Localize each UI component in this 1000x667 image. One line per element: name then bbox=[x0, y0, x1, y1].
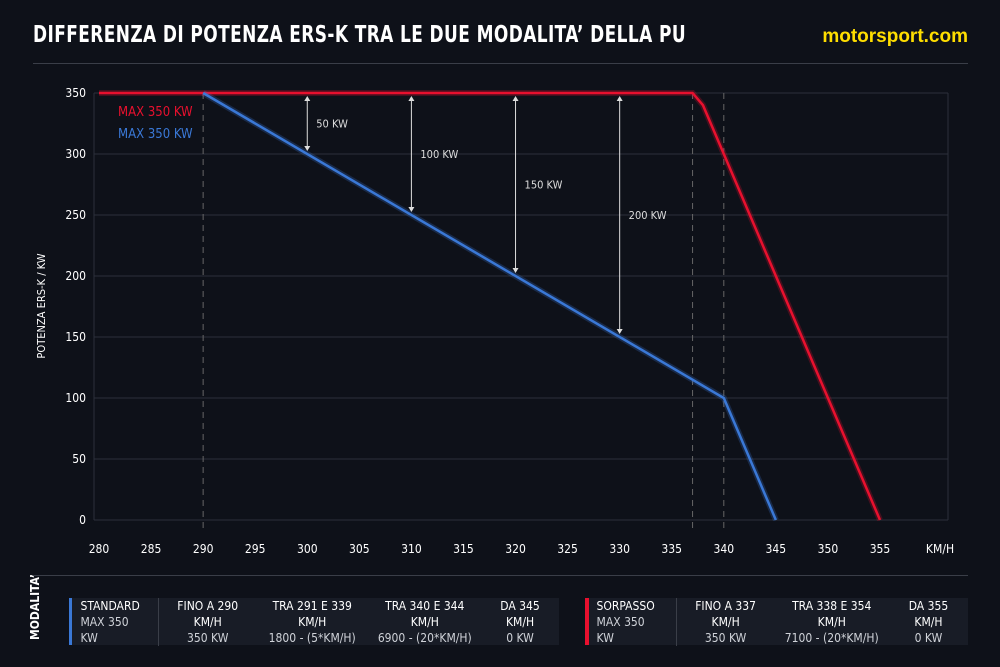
arrow-head-icon bbox=[408, 207, 415, 212]
x-tick-label: 305 bbox=[349, 542, 370, 556]
arrow-head-icon bbox=[512, 96, 519, 101]
sorpasso-col-val: 7100 - (20*KM/H) bbox=[784, 630, 879, 645]
standard-name: STANDARD bbox=[80, 598, 140, 613]
y-tick-label: 200 bbox=[65, 269, 86, 283]
x-tick-label: 350 bbox=[818, 542, 839, 556]
y-tick-label: 0 bbox=[79, 513, 86, 527]
chart: 0 50 100 150 200 250 300 350 280 285 290 295 300 305 3… bbox=[35, 86, 954, 556]
y-axis-label: POTENZA ERS-K / KW bbox=[35, 253, 48, 358]
standard-col-val: 1800 - (5*KM/H) bbox=[268, 630, 356, 645]
standard-col-head: TRA 340 E 344 KM/H bbox=[385, 598, 465, 629]
annotation-label: 100 KW bbox=[420, 148, 458, 161]
x-axis-label: KM/H bbox=[926, 542, 954, 556]
x-tick-label: 330 bbox=[609, 542, 630, 556]
series-glow bbox=[201, 90, 779, 522]
sorpasso-color-bar bbox=[585, 598, 589, 645]
annotation-label: 50 KW bbox=[316, 118, 348, 131]
x-tick-label: 310 bbox=[401, 542, 422, 556]
y-tick-label: 250 bbox=[65, 208, 86, 222]
x-tick-label: 325 bbox=[557, 542, 578, 556]
standard-col-head: DA 345 KM/H bbox=[500, 598, 540, 629]
divider bbox=[33, 63, 968, 64]
x-tick-label: 285 bbox=[141, 542, 162, 556]
standard-col-head: TRA 291 E 339 KM/H bbox=[272, 598, 352, 629]
legend-entry: MAX 350 KW bbox=[118, 127, 193, 142]
arrow-head-icon bbox=[616, 96, 623, 101]
sorpasso-mode-panel: SORPASSO MAX 350 KW FINO A 337 KM/H 350 KW… bbox=[585, 597, 968, 646]
page-title: DIFFERENZA DI POTENZA ERS-K TRA LE DUE M… bbox=[33, 22, 687, 48]
x-tick-label: 315 bbox=[453, 542, 474, 556]
x-tick-label: 340 bbox=[713, 542, 734, 556]
standard-max: MAX 350 KW bbox=[80, 614, 129, 645]
arrow-head-icon bbox=[616, 329, 623, 334]
standard-mode-panel: STANDARD MAX 350 KW FINO A 290 KM/H 350 KW… bbox=[69, 597, 559, 646]
y-tick-label: 300 bbox=[65, 147, 86, 161]
y-tick-label: 100 bbox=[65, 391, 86, 405]
x-tick-label: 300 bbox=[297, 542, 318, 556]
sorpasso-col-val: 0 KW bbox=[914, 630, 943, 645]
x-tick-label: 320 bbox=[505, 542, 526, 556]
arrow-head-icon bbox=[304, 96, 311, 101]
annotation-label: 200 KW bbox=[629, 209, 667, 222]
standard-col-val: 350 KW bbox=[187, 630, 229, 645]
red-series-line bbox=[99, 91, 882, 521]
standard-color-bar bbox=[69, 598, 73, 645]
x-tick-label: 295 bbox=[245, 542, 266, 556]
y-tick-label: 50 bbox=[72, 452, 86, 466]
x-tick-label: 335 bbox=[661, 542, 682, 556]
annotation-label: 150 KW bbox=[525, 179, 563, 192]
modes-label: MODALITA’ bbox=[28, 574, 42, 640]
x-tick-label: 345 bbox=[766, 542, 787, 556]
brand-logo: motorsport.com bbox=[822, 26, 968, 47]
series-glow bbox=[99, 90, 883, 522]
arrow-head-icon bbox=[304, 146, 311, 151]
legend-entry: MAX 350 KW bbox=[118, 105, 193, 120]
standard-col-val: 0 KW bbox=[506, 630, 534, 645]
standard-col-head: FINO A 290 KM/H bbox=[177, 598, 239, 629]
arrow-head-icon bbox=[512, 268, 519, 273]
x-tick-label: 280 bbox=[89, 542, 110, 556]
sorpasso-col-head: FINO A 337 KM/H bbox=[695, 598, 757, 629]
sorpasso-col-head: TRA 338 E 354 KM/H bbox=[792, 598, 872, 629]
blue-series-line bbox=[202, 91, 778, 521]
y-tick-label: 150 bbox=[65, 330, 86, 344]
y-tick-label: 350 bbox=[65, 86, 86, 100]
arrow-head-icon bbox=[408, 96, 415, 101]
divider bbox=[33, 575, 968, 576]
x-tick-label: 290 bbox=[193, 542, 214, 556]
sorpasso-col-val: 350 KW bbox=[704, 630, 747, 645]
sorpasso-col-head: DA 355 KM/H bbox=[908, 598, 949, 629]
sorpasso-max: MAX 350 KW bbox=[596, 614, 645, 645]
x-tick-label: 355 bbox=[870, 542, 891, 556]
sorpasso-name: SORPASSO bbox=[596, 598, 655, 613]
standard-col-val: 6900 - (20*KM/H) bbox=[377, 630, 472, 645]
